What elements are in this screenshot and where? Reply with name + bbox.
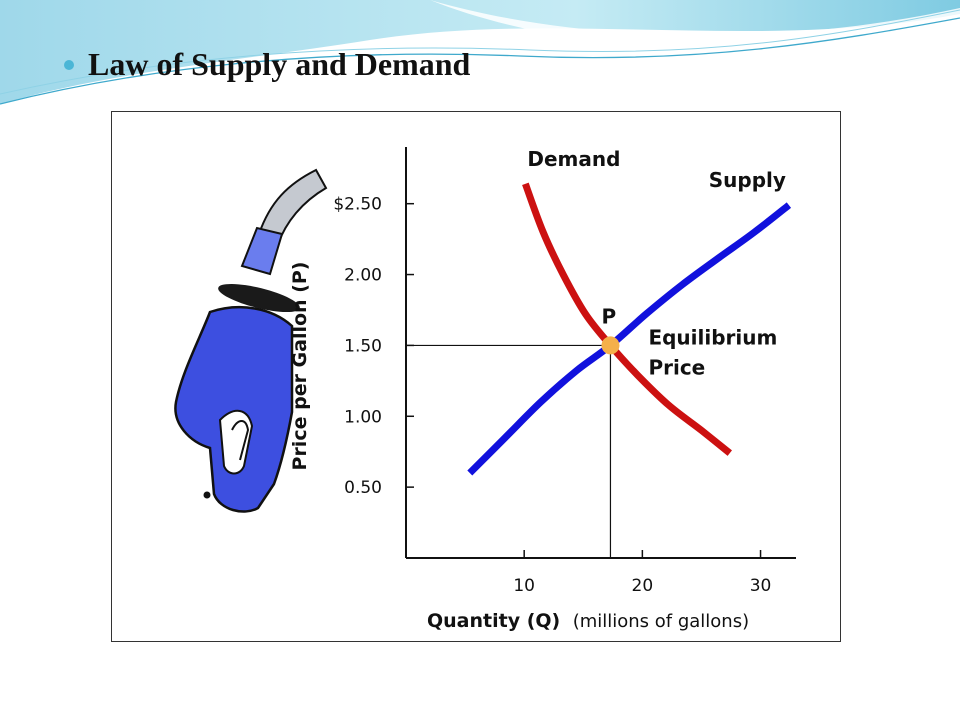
y-axis-title: Price per Gallon (P) (289, 262, 311, 471)
equilibrium-point-label: P (601, 304, 616, 328)
chart-axes (405, 147, 796, 559)
y-tick-label: 0.50 (344, 478, 382, 498)
slide-title: Law of Supply and Demand (88, 46, 471, 82)
equilibrium-point (601, 336, 620, 355)
supply-curve (467, 202, 792, 476)
x-axis-title: Quantity (Q) (millions of gallons) (427, 610, 749, 632)
x-tick-label: 20 (632, 576, 654, 596)
annotations: Demand Supply P Equilibrium Price (527, 147, 786, 380)
gas-pump-nozzle-icon (174, 168, 328, 513)
y-tick-label: 2.00 (344, 266, 382, 286)
figure-frame: 0.50 1.00 1.50 2.00 $2.50 10 20 30 Demand Suppl… (111, 111, 841, 642)
supply-demand-chart: 0.50 1.00 1.50 2.00 $2.50 10 20 30 Demand Suppl… (174, 147, 796, 632)
supply-label: Supply (709, 168, 786, 192)
equilibrium-annotation-line: Price (648, 355, 705, 379)
equilibrium-annotation-line: Equilibrium (648, 325, 777, 349)
x-axis-unit: (millions of gallons) (573, 611, 749, 632)
y-tick-label: 1.50 (344, 336, 382, 356)
y-tick-label: $2.50 (333, 195, 382, 215)
decorative-header-waves (0, 0, 960, 105)
slide-title-row: Law of Supply and Demand (64, 46, 470, 83)
x-axis-title-main: Quantity (Q) (427, 610, 560, 632)
x-tick-label: 10 (513, 576, 535, 596)
y-tick-labels: 0.50 1.00 1.50 2.00 $2.50 (333, 195, 382, 498)
y-tick-label: 1.00 (344, 407, 382, 427)
x-tick-label: 30 (750, 576, 772, 596)
demand-label: Demand (527, 147, 620, 171)
bullet-icon (64, 59, 74, 70)
x-tick-labels: 10 20 30 (513, 576, 771, 596)
equilibrium-guide-lines (406, 344, 612, 558)
demand-curve (522, 182, 733, 456)
